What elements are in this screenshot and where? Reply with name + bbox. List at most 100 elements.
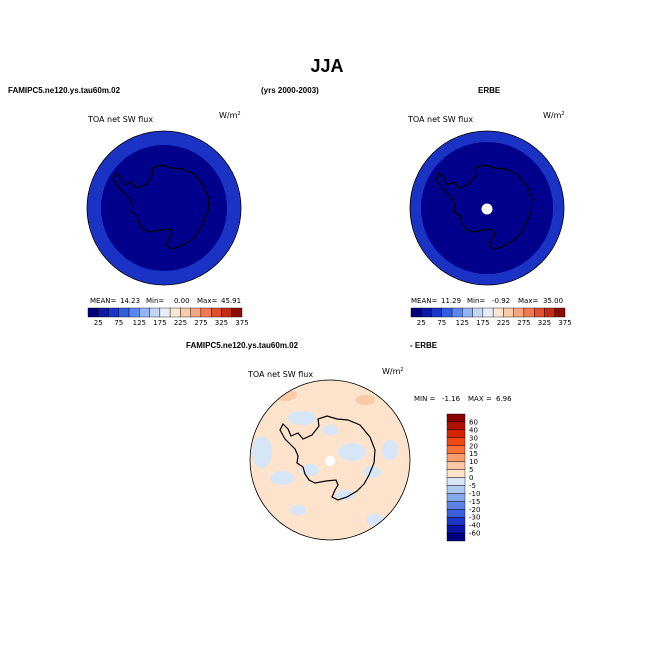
difference-colorbar-tick-label: -40 (469, 522, 480, 530)
model-colorbar-swatch (139, 307, 150, 318)
difference-colorbar-tick-label: 20 (469, 442, 478, 450)
obs-max-label: Max= (518, 297, 538, 305)
obs-pole-missing-data (481, 203, 493, 215)
obs-mean-label: MEAN= (411, 297, 437, 305)
obs-min-value: -0.92 (492, 297, 510, 305)
model-colorbar-tick-label: 375 (235, 319, 248, 327)
obs-colorbar-tick-label: 175 (476, 319, 489, 327)
obs-mean-value: 11.29 (441, 297, 461, 305)
difference-colorbar-swatch (446, 413, 466, 423)
difference-colorbar-tick-label: 15 (469, 450, 478, 458)
model-variable-label: TOA net SW flux (87, 115, 153, 124)
obs-min-label: Min= (467, 297, 485, 305)
model-units-label: W/m2 (219, 111, 241, 120)
model-antarctica-coastline (112, 164, 210, 250)
model-panel: TOA net SW flux W/m2 MEAN= 14.23 Min= 0.… (86, 111, 249, 327)
difference-colorbar-swatch (446, 453, 466, 462)
difference-colorbar-tick-label: -20 (469, 506, 480, 514)
years-subtitle: (yrs 2000-2003) (261, 86, 319, 95)
difference-colorbar-swatch (446, 493, 466, 502)
difference-colorbar-swatch (446, 524, 466, 534)
difference-colorbar-swatch (446, 532, 466, 542)
difference-colorbar-tick-label: -60 (469, 530, 480, 538)
model-colorbar: 25 75 125 175 225 275 325 375 (87, 307, 249, 327)
difference-colorbar-swatch (446, 461, 466, 470)
difference-max-label: MAX = (468, 395, 492, 403)
obs-colorbar-tick-label: 75 (437, 319, 446, 327)
obs-colorbar-swatch (462, 307, 473, 318)
difference-colorbar-swatch (446, 421, 466, 431)
observation-title: ERBE (478, 86, 501, 95)
model-colorbar-swatch (200, 307, 212, 318)
model-colorbar-tick-label: 125 (133, 319, 146, 327)
obs-colorbar-swatch (482, 307, 494, 318)
model-colorbar-swatch (149, 307, 161, 318)
model-min-value: 0.00 (174, 297, 190, 305)
obs-colorbar: 25 75 125 175 225 275 325 375 (410, 307, 572, 327)
obs-colorbar-tick-label: 125 (456, 319, 469, 327)
difference-colorbar-tick-label: 5 (469, 466, 473, 474)
model-colorbar-swatch (221, 307, 232, 318)
difference-min-value: -1.16 (442, 395, 461, 403)
model-colorbar-swatch (180, 307, 191, 318)
obs-colorbar-swatch (513, 307, 525, 318)
model-colorbar-swatch (210, 307, 222, 318)
model-colorbar-swatch (169, 307, 181, 318)
difference-colorbar-tick-label: 0 (469, 474, 473, 482)
difference-pole-missing-data (325, 456, 335, 466)
model-colorbar-tick-label: 225 (174, 319, 187, 327)
difference-panel: FAMIPC5.ne120.ys.tau60m.02 - ERBE TOA ne… (186, 341, 512, 542)
difference-colorbar-swatch (446, 485, 466, 494)
model-mean-label: MEAN= (90, 297, 116, 305)
obs-variable-label: TOA net SW flux (407, 115, 473, 124)
obs-colorbar-tick-label: 275 (517, 319, 530, 327)
obs-colorbar-swatch (492, 307, 504, 318)
model-colorbar-swatch (231, 307, 243, 318)
obs-colorbar-swatch (451, 307, 463, 318)
difference-colorbar-tick-label: 30 (469, 434, 478, 442)
difference-colorbar-swatch (446, 437, 466, 446)
obs-antarctica-coastline (435, 164, 533, 250)
obs-colorbar-swatch (503, 307, 514, 318)
model-colorbar-swatch (159, 307, 171, 318)
obs-colorbar-swatch (523, 307, 535, 318)
model-colorbar-tick-label: 325 (215, 319, 228, 327)
model-colorbar-tick-label: 25 (94, 319, 103, 327)
model-colorbar-swatch (118, 307, 130, 318)
difference-antarctica-coastline (279, 415, 376, 501)
obs-colorbar-swatch (544, 307, 555, 318)
difference-colorbar-swatch (446, 445, 466, 454)
difference-colorbar-swatch (446, 469, 466, 478)
difference-colorbar-tick-label: -5 (469, 482, 476, 490)
difference-title-obs: - ERBE (410, 341, 438, 350)
obs-colorbar-swatch (431, 307, 442, 318)
model-max-value: 45.91 (221, 297, 241, 305)
obs-colorbar-tick-label: 25 (417, 319, 426, 327)
model-min-label: Min= (146, 297, 164, 305)
model-colorbar-swatch (87, 307, 99, 318)
model-colorbar-swatch (190, 307, 202, 318)
obs-colorbar-swatch (554, 307, 566, 318)
difference-colorbar-tick-label: -10 (469, 490, 480, 498)
difference-colorbar-swatch (446, 501, 466, 510)
obs-colorbar-swatch (410, 307, 422, 318)
model-max-label: Max= (197, 297, 217, 305)
model-case-title: FAMIPC5.ne120.ys.tau60m.02 (8, 86, 121, 95)
difference-units-label: W/m2 (382, 367, 404, 376)
difference-min-label: MIN = (414, 395, 436, 403)
model-colorbar-swatch (128, 307, 140, 318)
difference-map-border (249, 379, 411, 541)
difference-colorbar-swatch (446, 509, 466, 518)
obs-colorbar-tick-label: 325 (538, 319, 551, 327)
difference-colorbar-tick-label: 60 (469, 418, 478, 426)
obs-colorbar-swatch (421, 307, 432, 318)
model-colorbar-tick-label: 175 (153, 319, 166, 327)
model-colorbar-swatch (98, 307, 109, 318)
difference-colorbar-swatch (446, 429, 466, 439)
obs-max-value: 35.00 (543, 297, 563, 305)
difference-colorbar-tick-label: 10 (469, 458, 478, 466)
difference-title-model: FAMIPC5.ne120.ys.tau60m.02 (186, 341, 299, 350)
difference-colorbar-swatch (446, 516, 466, 526)
